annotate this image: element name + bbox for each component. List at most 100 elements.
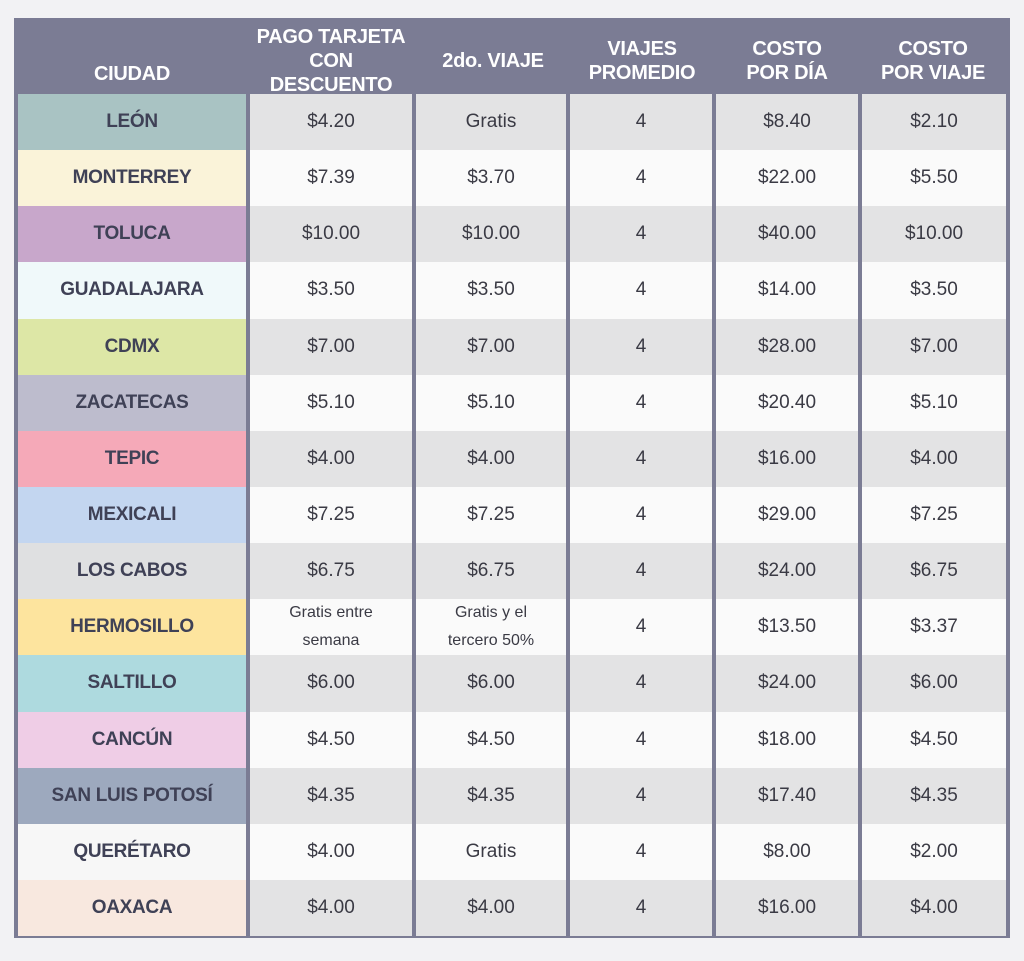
cell-costo-dia: $13.50 <box>716 599 858 656</box>
cell-ciudad: CANCÚN <box>18 711 246 768</box>
cell-pago-tarjeta: $4.20 <box>250 94 412 151</box>
column-costo-dia: $8.40 $22.00 $40.00 $14.00 $28.00 $20.40 $16.0… <box>716 94 858 937</box>
cell-pago-tarjeta: Gratis entre semana <box>250 599 412 656</box>
cell-segundo-viaje: $10.00 <box>416 206 566 263</box>
cell-segundo-viaje: $7.00 <box>416 318 566 375</box>
cell-segundo-viaje: Gratis y el tercero 50% <box>416 599 566 656</box>
cell-segundo-viaje: $6.75 <box>416 543 566 600</box>
header-segundo-viaje: 2do. VIAJE <box>442 50 544 72</box>
cell-costo-viaje: $5.10 <box>862 374 1006 431</box>
cell-viajes-promedio: 4 <box>570 543 712 600</box>
cell-segundo-viaje: $5.10 <box>416 374 566 431</box>
cell-costo-viaje: $2.10 <box>862 94 1006 151</box>
cell-segundo-viaje: $4.00 <box>416 430 566 487</box>
cell-viajes-promedio: 4 <box>570 430 712 487</box>
cell-viajes-promedio: 4 <box>570 150 712 207</box>
cell-costo-viaje: $4.00 <box>862 430 1006 487</box>
cell-costo-dia: $24.00 <box>716 543 858 600</box>
cell-segundo-viaje: $3.70 <box>416 150 566 207</box>
cell-viajes-promedio: 4 <box>570 767 712 824</box>
cell-segundo-viaje: $4.50 <box>416 711 566 768</box>
cell-viajes-promedio: 4 <box>570 318 712 375</box>
cell-costo-dia: $18.00 <box>716 711 858 768</box>
cell-viajes-promedio: 4 <box>570 486 712 544</box>
header-ciudad: CIUDAD <box>94 63 170 85</box>
cell-costo-viaje: $10.00 <box>862 206 1006 263</box>
cell-viajes-promedio: 4 <box>570 94 712 151</box>
cell-viajes-promedio: 4 <box>570 206 712 263</box>
cell-costo-viaje: $7.00 <box>862 318 1006 375</box>
column-pago-tarjeta: $4.20 $7.39 $10.00 $3.50 $7.00 $5.10 $4.00 $7.2… <box>250 94 412 937</box>
cell-ciudad: TOLUCA <box>18 206 246 263</box>
cell-ciudad: LEÓN <box>18 94 246 151</box>
column-segundo-viaje: Gratis $3.70 $10.00 $3.50 $7.00 $5.10 $4.00 $7.… <box>416 94 566 937</box>
cell-pago-tarjeta: $4.00 <box>250 823 412 880</box>
header-costo-viaje: COSTO POR VIAJE <box>881 38 985 84</box>
cell-costo-dia: $8.00 <box>716 823 858 880</box>
cell-pago-tarjeta: $4.00 <box>250 430 412 487</box>
cell-viajes-promedio: 4 <box>570 879 712 937</box>
cell-segundo-viaje: Gratis <box>416 94 566 151</box>
column-ciudad: LEÓN MONTERREY TOLUCA GUADALAJARA CDMX ZACATE… <box>18 94 246 937</box>
cell-costo-viaje: $3.37 <box>862 599 1006 656</box>
cell-ciudad: MONTERREY <box>18 150 246 207</box>
cell-ciudad: LOS CABOS <box>18 543 246 600</box>
cell-segundo-viaje: $4.00 <box>416 879 566 937</box>
cell-costo-viaje: $5.50 <box>862 150 1006 207</box>
cell-viajes-promedio: 4 <box>570 655 712 712</box>
cell-costo-dia: $24.00 <box>716 655 858 712</box>
cell-viajes-promedio: 4 <box>570 262 712 319</box>
cell-costo-viaje: $6.75 <box>862 543 1006 600</box>
cell-viajes-promedio: 4 <box>570 599 712 656</box>
cell-costo-dia: $40.00 <box>716 206 858 263</box>
cell-pago-tarjeta: $10.00 <box>250 206 412 263</box>
column-costo-viaje: $2.10 $5.50 $10.00 $3.50 $7.00 $5.10 $4.00 $7.2… <box>862 94 1006 937</box>
cell-costo-dia: $17.40 <box>716 767 858 824</box>
cell-pago-tarjeta: $5.10 <box>250 374 412 431</box>
cell-costo-viaje: $4.00 <box>862 879 1006 937</box>
cell-costo-viaje: $4.50 <box>862 711 1006 768</box>
cell-ciudad: QUERÉTARO <box>18 823 246 880</box>
cell-segundo-viaje: $7.25 <box>416 486 566 544</box>
cell-segundo-viaje: $4.35 <box>416 767 566 824</box>
cell-segundo-viaje: $3.50 <box>416 262 566 319</box>
cell-costo-viaje: $7.25 <box>862 486 1006 544</box>
cell-ciudad: ZACATECAS <box>18 374 246 431</box>
cell-costo-dia: $16.00 <box>716 879 858 937</box>
cell-pago-tarjeta: $7.00 <box>250 318 412 375</box>
cell-ciudad: SAN LUIS POTOSÍ <box>18 767 246 824</box>
cell-viajes-promedio: 4 <box>570 711 712 768</box>
cell-pago-tarjeta: $4.50 <box>250 711 412 768</box>
cell-pago-tarjeta: $7.25 <box>250 486 412 544</box>
cell-pago-tarjeta: $7.39 <box>250 150 412 207</box>
cell-segundo-viaje: $6.00 <box>416 655 566 712</box>
cell-ciudad: HERMOSILLO <box>18 599 246 656</box>
cell-pago-tarjeta: $6.00 <box>250 655 412 712</box>
cell-costo-viaje: $3.50 <box>862 262 1006 319</box>
cell-costo-viaje: $2.00 <box>862 823 1006 880</box>
cell-viajes-promedio: 4 <box>570 374 712 431</box>
cell-viajes-promedio: 4 <box>570 823 712 880</box>
header-costo-dia: COSTO POR DÍA <box>746 38 828 84</box>
cell-pago-tarjeta: $3.50 <box>250 262 412 319</box>
cell-costo-dia: $29.00 <box>716 486 858 544</box>
cell-segundo-viaje: Gratis <box>416 823 566 880</box>
cell-costo-viaje: $4.35 <box>862 767 1006 824</box>
cell-costo-dia: $20.40 <box>716 374 858 431</box>
cell-costo-dia: $14.00 <box>716 262 858 319</box>
cell-pago-tarjeta: $6.75 <box>250 543 412 600</box>
cell-costo-viaje: $6.00 <box>862 655 1006 712</box>
cell-costo-dia: $16.00 <box>716 430 858 487</box>
cell-pago-tarjeta: $4.00 <box>250 879 412 937</box>
cell-costo-dia: $22.00 <box>716 150 858 207</box>
cell-ciudad: CDMX <box>18 318 246 375</box>
cell-costo-dia: $28.00 <box>716 318 858 375</box>
cell-ciudad: MEXICALI <box>18 486 246 544</box>
cell-costo-dia: $8.40 <box>716 94 858 151</box>
cell-ciudad: SALTILLO <box>18 655 246 712</box>
cell-ciudad: TEPIC <box>18 430 246 487</box>
header-pago-tarjeta: PAGO TARJETA CON DESCUENTO <box>256 26 406 96</box>
header-viajes-promedio: VIAJES PROMEDIO <box>588 38 696 84</box>
